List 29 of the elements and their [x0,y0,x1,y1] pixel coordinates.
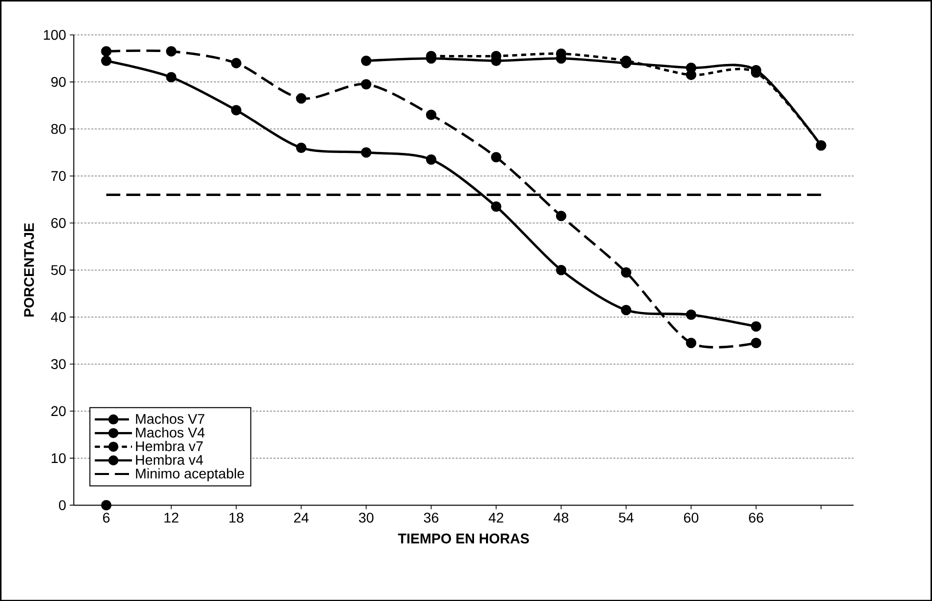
y-tick-label: 90 [51,76,66,87]
x-tick-label: 54 [618,512,634,522]
legend-label: Minimo aceptable [136,468,244,482]
x-tick-label: 48 [554,512,568,522]
legend-label: Machos V7 [136,413,204,424]
y-tick-label: 20 [51,406,66,416]
y-tick-label: 100 [44,30,66,40]
y-tick-label: 10 [52,452,66,463]
y-tick-label: 30 [51,358,66,369]
y-axis-title: PORCENTAJE [24,223,34,316]
y-tick-label: 80 [51,124,66,134]
x-tick-label: 66 [749,512,764,522]
legend-label: Hembra v4 [136,454,204,465]
y-tick-label: 0 [58,500,66,510]
x-tick-label: 6 [103,512,110,522]
x-tick-label: 60 [684,512,698,522]
x-axis-title: TIEMPO EN HORAS [398,533,529,544]
y-tick-label: 70 [51,170,66,181]
x-tick-label: 12 [164,512,178,522]
x-tick-label: 42 [488,512,504,522]
x-tick-label: 30 [358,512,374,522]
y-tick-label: 50 [51,264,66,275]
y-tick-label: 40 [50,312,66,322]
legend-label: Machos V4 [136,427,205,438]
x-tick-label: 24 [294,512,309,522]
y-tick-label: 60 [51,218,66,228]
legend-label: Hembra v7 [136,440,203,451]
x-tick-label: 18 [230,512,244,522]
x-tick-label: 36 [424,512,438,522]
